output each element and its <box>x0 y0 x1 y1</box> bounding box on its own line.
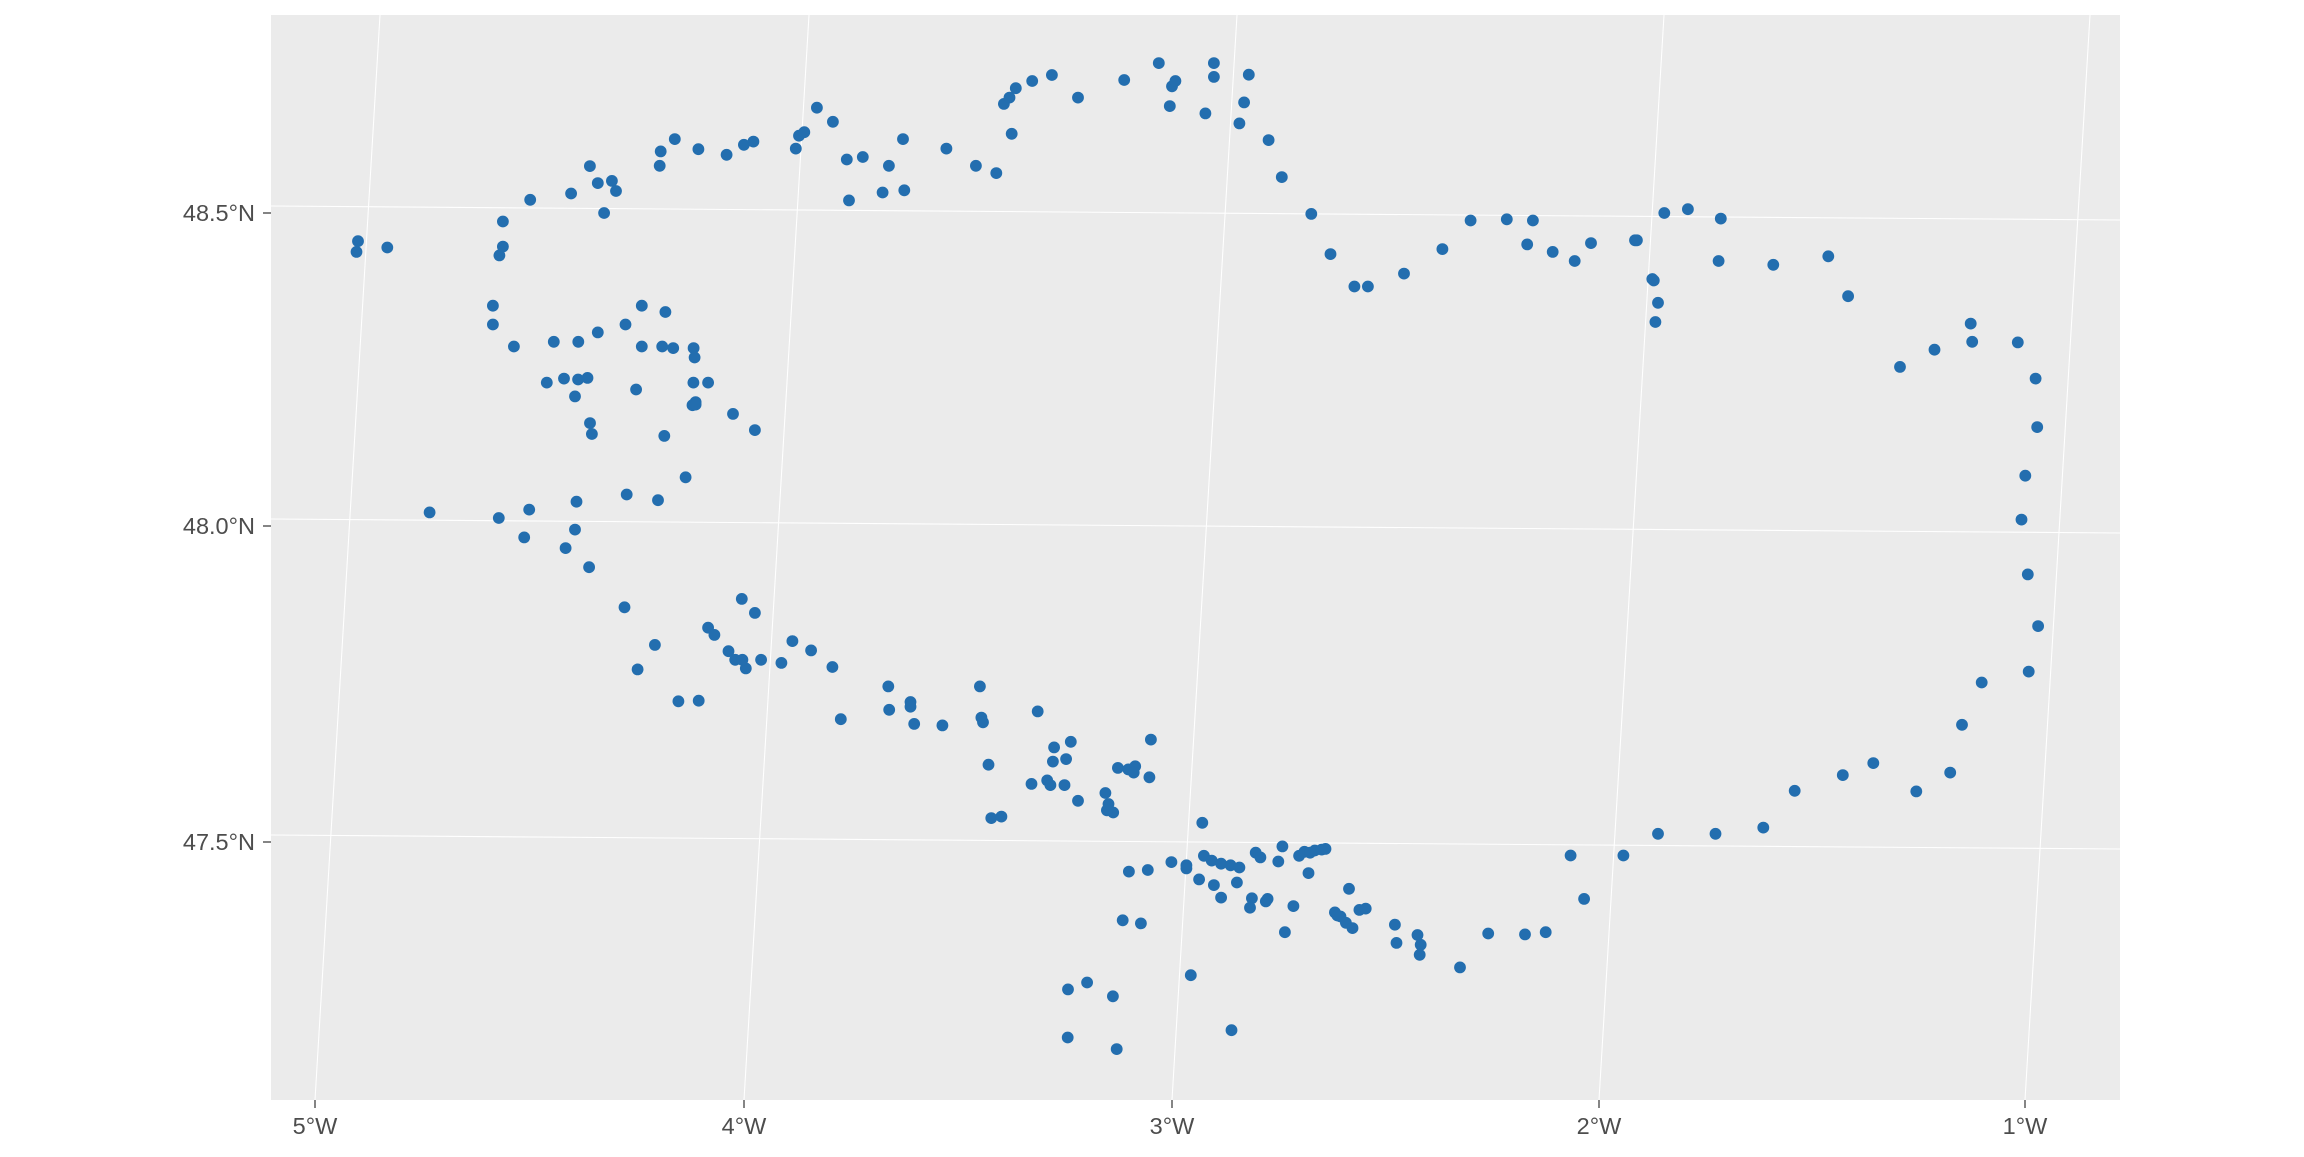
svg-text:48.0°N: 48.0°N <box>183 513 255 539</box>
svg-text:48.5°N: 48.5°N <box>183 200 255 226</box>
svg-text:2°W: 2°W <box>1577 1113 1622 1139</box>
svg-text:5°W: 5°W <box>293 1113 338 1139</box>
svg-text:4°W: 4°W <box>722 1113 767 1139</box>
svg-text:47.5°N: 47.5°N <box>183 829 255 855</box>
svg-text:1°W: 1°W <box>2003 1113 2048 1139</box>
svg-text:3°W: 3°W <box>1150 1113 1195 1139</box>
